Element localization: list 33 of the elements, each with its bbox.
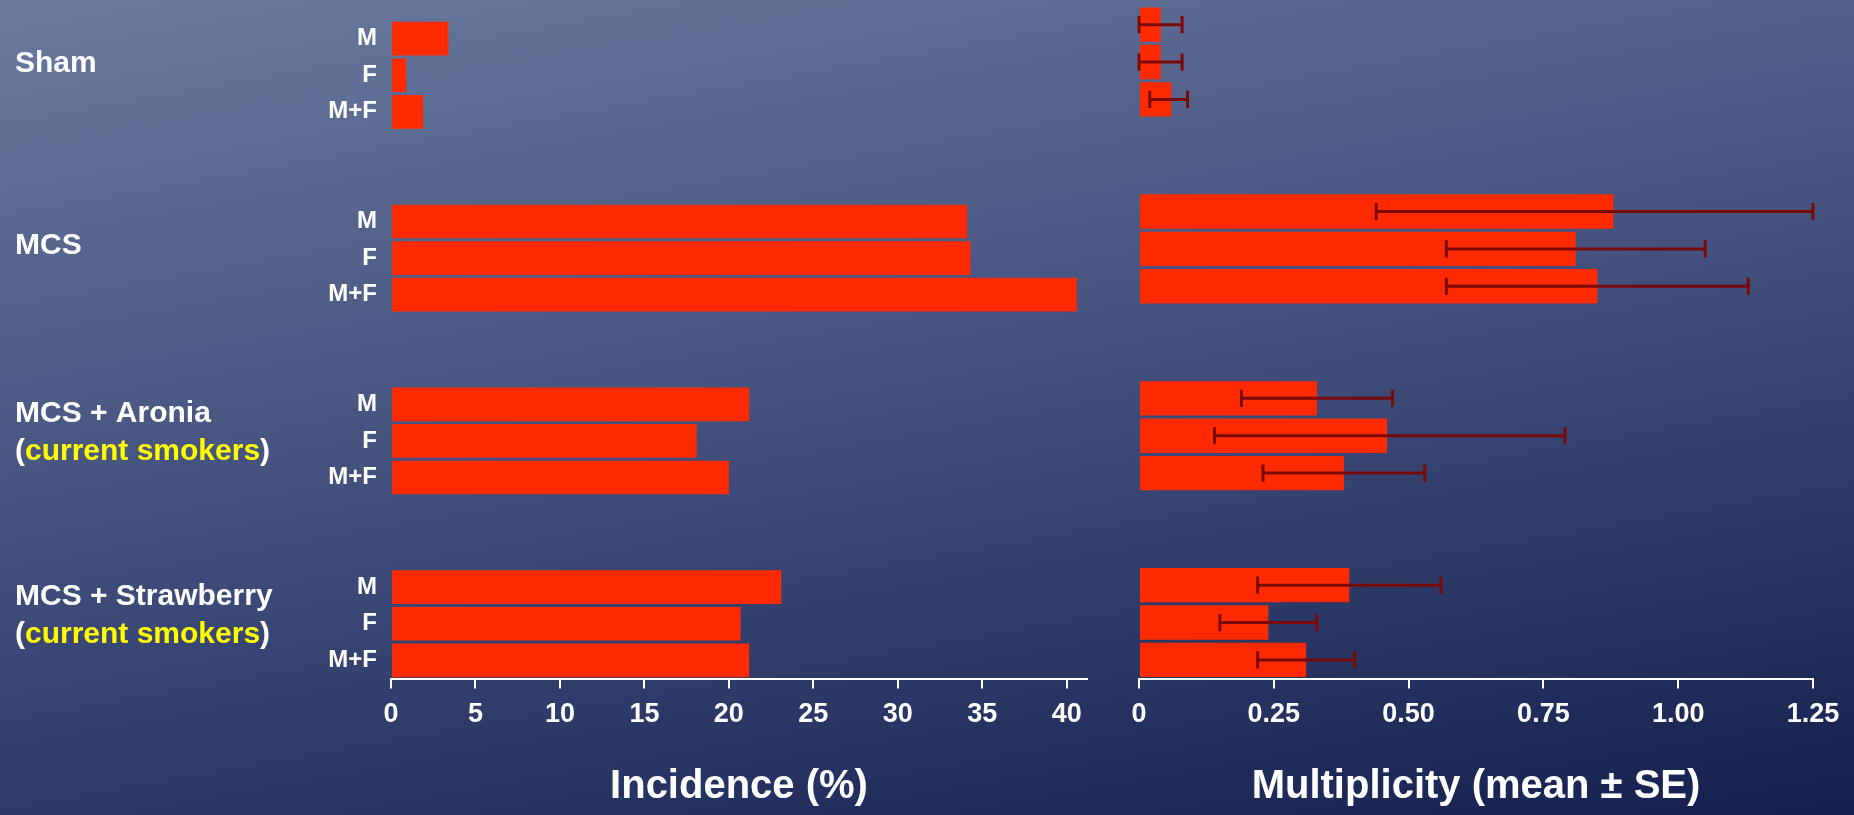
y-tick-label: M+F bbox=[328, 96, 377, 124]
x-tick-label: 0 bbox=[1131, 698, 1147, 729]
x-axis-title: Incidence (%) bbox=[610, 762, 868, 807]
y-tick-label: M+F bbox=[328, 644, 377, 672]
text: MCS bbox=[15, 227, 82, 261]
y-tick-label: M bbox=[357, 23, 377, 51]
x-tick-label: 0.25 bbox=[1247, 698, 1301, 729]
y-tick-label: M bbox=[357, 571, 377, 599]
y-tick-label: M bbox=[357, 388, 377, 416]
x-tick-label: 10 bbox=[544, 698, 575, 729]
y-tick-label: F bbox=[362, 59, 377, 87]
y-tick-label: M+F bbox=[328, 462, 377, 490]
x-tick-label: 1.25 bbox=[1786, 698, 1840, 729]
x-tick-label: 0.50 bbox=[1382, 698, 1435, 729]
x-tick-label: 25 bbox=[798, 698, 829, 729]
x-tick-label: 30 bbox=[882, 698, 913, 729]
y-tick-label: F bbox=[362, 242, 377, 270]
x-tick-label: 0.75 bbox=[1517, 698, 1570, 729]
x-tick-label: 20 bbox=[713, 698, 744, 729]
y-tick-label: M+F bbox=[328, 279, 377, 307]
y-tick-label: F bbox=[362, 425, 377, 453]
x-tick-label: 5 bbox=[467, 698, 483, 729]
x-tick-label: 15 bbox=[629, 698, 660, 729]
text: Sham bbox=[15, 44, 97, 78]
y-tick-label: M bbox=[357, 206, 377, 234]
y-tick-label: F bbox=[362, 608, 377, 636]
text: MCS + Aronia (current smokers) bbox=[15, 395, 271, 467]
x-tick-label: 0 bbox=[383, 698, 399, 729]
x-tick-label: 35 bbox=[967, 698, 998, 729]
x-tick-label: 1.00 bbox=[1651, 698, 1705, 729]
x-tick-label: 40 bbox=[1051, 698, 1082, 729]
text: MCS + Strawberry (current smokers) bbox=[15, 578, 273, 650]
x-axis-title: Multiplicity (mean ± SE) bbox=[1251, 762, 1701, 807]
